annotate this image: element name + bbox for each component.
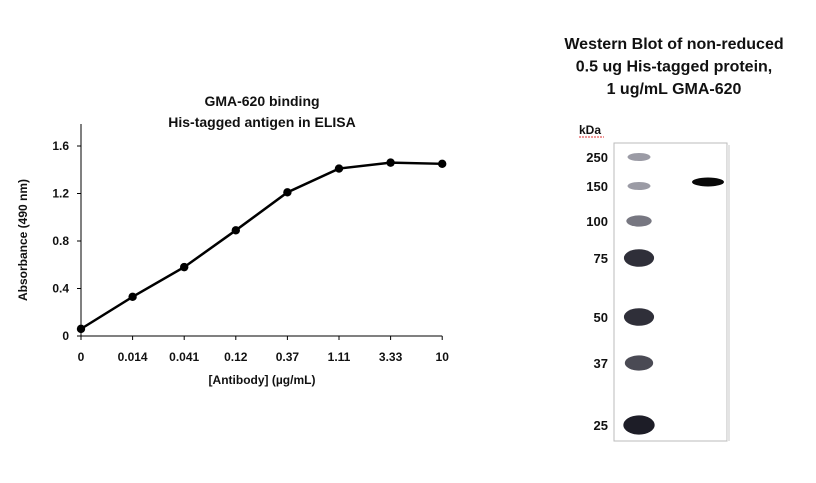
marker-label: 250	[586, 150, 608, 165]
chart-title-line: GMA-620 binding	[204, 93, 319, 109]
y-axis-label: Absorbance (490 nm)	[16, 179, 30, 301]
blot-title-line: Western Blot of non-reduced	[564, 36, 783, 53]
marker-label: 150	[586, 179, 608, 194]
x-tick-label: 0.12	[224, 350, 248, 364]
chart-title-line: His-tagged antigen in ELISA	[168, 114, 355, 130]
ladder-band	[626, 215, 652, 227]
data-point	[386, 158, 395, 167]
x-tick-label: 3.33	[379, 350, 403, 364]
ladder-band	[623, 249, 655, 267]
blot-title-line: 0.5 ug His-tagged protein,	[576, 59, 772, 76]
ladder-band	[624, 355, 654, 371]
ladder-band	[623, 308, 655, 326]
data-point	[283, 188, 292, 197]
ladder-band	[623, 415, 655, 435]
data-point	[76, 324, 86, 334]
data-point	[334, 164, 344, 173]
y-tick-label: 0.4	[52, 282, 69, 296]
ladder-band	[627, 153, 651, 161]
series-line	[80, 161, 443, 330]
x-axis-label: [Antibody] (µg/mL)	[209, 373, 316, 387]
ladder-band	[627, 182, 651, 190]
y-tick-label: 1.6	[52, 139, 69, 153]
x-tick-label: 1.11	[328, 350, 351, 364]
y-tick-label: 0.8	[52, 234, 69, 248]
data-point	[438, 159, 447, 169]
marker-label: 100	[586, 214, 608, 229]
y-tick-label: 1.2	[52, 187, 69, 201]
x-tick-label: 0.37	[276, 350, 300, 364]
data-point	[180, 262, 189, 272]
x-tick-label: 0	[78, 350, 85, 364]
y-tick-label: 0	[62, 329, 69, 343]
blot-title-line: 1 ug/mL GMA-620	[607, 81, 742, 98]
kda-label: kDa	[579, 123, 601, 137]
sample-band	[692, 177, 724, 187]
marker-label: 25	[594, 418, 608, 433]
marker-label: 37	[594, 356, 608, 371]
data-point	[231, 226, 240, 235]
blot-shadow	[727, 145, 730, 441]
x-tick-label: 0.041	[169, 350, 199, 364]
x-tick-label: 10	[436, 350, 450, 364]
marker-label: 50	[594, 310, 608, 325]
data-point	[128, 292, 137, 302]
x-tick-label: 0.014	[118, 350, 148, 364]
blot-membrane	[613, 142, 728, 442]
marker-label: 75	[594, 251, 608, 266]
